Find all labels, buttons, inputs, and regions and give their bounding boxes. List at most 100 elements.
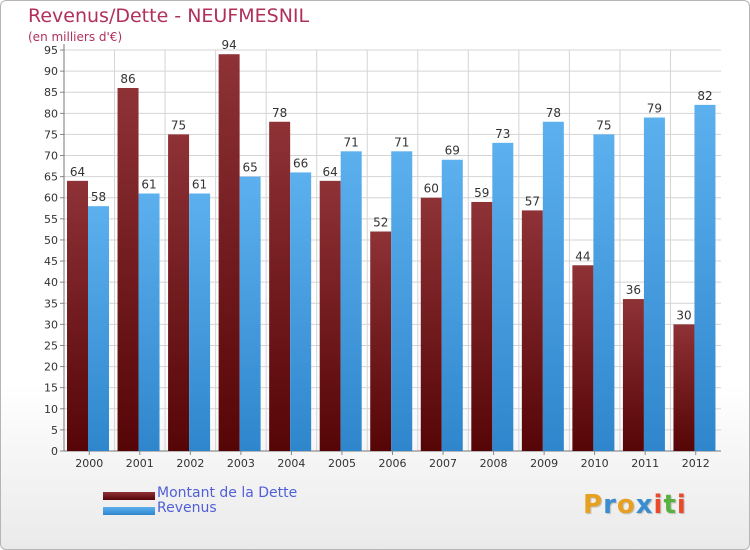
y-tick-label: 55 [44, 213, 58, 226]
bar-dette [67, 180, 88, 451]
x-tick-label: 2010 [581, 457, 609, 470]
bar-revenus [290, 172, 312, 451]
bar-revenus [138, 193, 160, 451]
legend-swatch-revenus [103, 507, 155, 515]
data-label: 79 [647, 102, 662, 116]
y-tick-label: 85 [44, 86, 58, 99]
bar-revenus [542, 121, 564, 451]
data-label: 60 [424, 182, 439, 196]
bar-dette [117, 87, 139, 451]
y-tick-label: 20 [44, 361, 58, 374]
bar-revenus [492, 142, 514, 451]
bar-revenus [694, 104, 716, 451]
data-label: 71 [394, 135, 409, 149]
bar-dette [168, 134, 190, 451]
y-tick-label: 50 [44, 234, 58, 247]
y-tick-label: 25 [44, 339, 58, 352]
data-label: 73 [495, 127, 510, 141]
bars [67, 54, 716, 452]
data-label: 86 [120, 72, 135, 86]
bar-dette [420, 197, 442, 451]
logo-letter: o [616, 490, 636, 520]
data-label: 36 [626, 283, 641, 297]
x-tick-label: 2008 [480, 457, 508, 470]
data-label: 64 [70, 165, 85, 179]
logo-letter: i [653, 490, 664, 520]
y-tick-label: 90 [44, 65, 58, 78]
bar-dette [622, 299, 644, 451]
bar-dette [471, 201, 493, 451]
logo-letter: x [635, 490, 654, 520]
y-tick-label: 65 [44, 171, 58, 184]
y-tick-label: 10 [44, 403, 58, 416]
data-label: 64 [323, 165, 338, 179]
value-labels: 64 58 86 61 75 61 94 65 78 66 64 71 52 71 60 69 59 73 57 78… [70, 38, 713, 322]
bar-revenus [391, 151, 413, 451]
y-tick-label: 80 [44, 107, 58, 120]
x-tick-label: 2007 [429, 457, 457, 470]
data-label: 66 [293, 156, 308, 170]
logo-letter: P [583, 490, 604, 520]
y-tick-label: 60 [44, 192, 58, 205]
y-tick-label: 95 [44, 44, 58, 57]
data-label: 59 [474, 186, 489, 200]
bar-dette [370, 231, 392, 451]
bar-dette [572, 265, 594, 451]
bar-revenus [340, 151, 362, 451]
x-tick-label: 2005 [328, 457, 356, 470]
logo-letter: i [676, 490, 687, 520]
x-tick-label: 2003 [227, 457, 255, 470]
proxiti-logo: Proxiti [583, 490, 687, 520]
logo-letter: r [603, 490, 617, 520]
y-tick-label: 5 [51, 424, 58, 437]
bar-dette [319, 180, 341, 451]
data-label: 78 [272, 106, 287, 120]
data-label: 44 [575, 249, 590, 263]
bar-dette [269, 121, 291, 451]
y-tick-label: 15 [44, 382, 58, 395]
x-tick-label: 2000 [75, 457, 103, 470]
x-tick-label: 2004 [277, 457, 305, 470]
legend-label-revenus: Revenus [157, 500, 217, 516]
data-label: 52 [373, 216, 388, 230]
y-tick-label: 75 [44, 128, 58, 141]
y-tick-label: 35 [44, 297, 58, 310]
x-tick-label: 2002 [176, 457, 204, 470]
bar-dette [521, 210, 543, 451]
bar-revenus [88, 206, 109, 451]
data-label: 57 [525, 194, 540, 208]
x-tick-label: 2001 [126, 457, 154, 470]
logo-letter: t [663, 490, 677, 520]
x-tick-label: 2006 [379, 457, 407, 470]
data-label: 75 [171, 118, 186, 132]
data-label: 71 [344, 135, 359, 149]
x-tick-label: 2012 [682, 457, 710, 470]
x-tick-label: 2011 [631, 457, 659, 470]
data-label: 82 [697, 89, 712, 103]
y-tick-label: 0 [51, 445, 58, 458]
y-tick-label: 70 [44, 150, 58, 163]
y-tick-label: 40 [44, 276, 58, 289]
data-label: 69 [445, 144, 460, 158]
y-tick-label: 45 [44, 255, 58, 268]
data-label: 94 [221, 38, 236, 52]
data-label: 61 [141, 178, 156, 192]
data-label: 61 [192, 178, 207, 192]
data-label: 30 [676, 308, 691, 322]
bar-dette [218, 54, 240, 451]
axes: 0 5 10 15 20 25 30 35 40 45 50 55 60 65 70 75 80 85 90 95 20… [44, 44, 721, 470]
bar-revenus [189, 193, 211, 451]
bar-revenus [643, 117, 665, 452]
bar-revenus [593, 134, 615, 451]
bar-revenus [239, 176, 261, 451]
page-title: Revenus/Dette - NEUFMESNIL [28, 5, 310, 27]
chart-subtitle: (en milliers d'€) [28, 30, 123, 44]
data-label: 65 [242, 161, 257, 175]
bar-revenus [441, 159, 463, 451]
data-label: 78 [546, 106, 561, 120]
legend-label-dette: Montant de la Dette [157, 485, 298, 501]
data-label: 58 [91, 190, 106, 204]
x-tick-label: 2009 [530, 457, 558, 470]
